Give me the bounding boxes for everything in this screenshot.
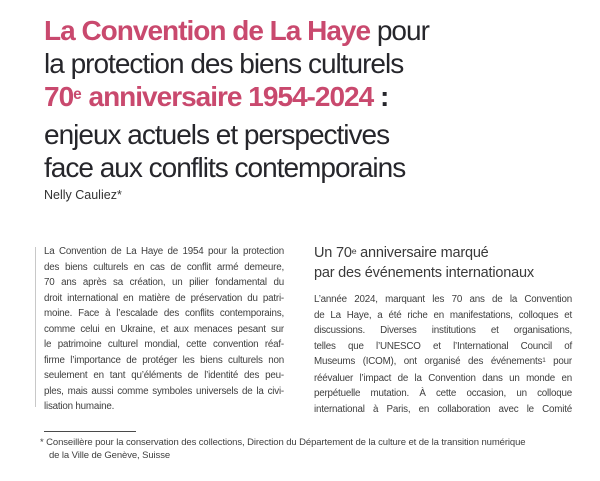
- abstract-line: 70 ans après sa création, un pilier fond…: [44, 277, 284, 288]
- abstract-line: seulement en tant qu’éléments de l’ident…: [44, 370, 284, 381]
- section-column: Un 70e anniversaire marqué par des événe…: [314, 244, 572, 417]
- body-line: telles que l’UNESCO et l’International C…: [314, 340, 572, 352]
- abstract-line: ples, mais aussi comme symboles universe…: [44, 385, 284, 397]
- footnote-line-2: de la Ville de Genève, Suisse: [49, 450, 171, 461]
- title-line-1: La Convention de La Haye pour: [44, 14, 584, 47]
- title-line-5: face aux conflits contemporains: [44, 152, 406, 183]
- abstract-line: moine. Face à l’escalade des conflits co…: [44, 308, 284, 319]
- body-columns: La Convention de La Haye de 1954 pour la…: [44, 244, 572, 417]
- body-line: réévaluer l’impact de la Convention dans…: [314, 372, 572, 384]
- body-line: discussions. Diverses institutions et or…: [314, 325, 572, 336]
- abstract-line: firme l’importance de protéger les biens…: [44, 354, 284, 366]
- article-title: La Convention de La Haye pour la protect…: [44, 14, 584, 184]
- footnote-marker: *: [40, 437, 44, 448]
- body-line-text: pour: [545, 356, 572, 367]
- section-body: L’année 2024, marquant les 70 ans de la …: [314, 292, 572, 417]
- abstract-line: comme celui en Ukraine, et aux menaces p…: [44, 323, 284, 335]
- body-line: Museums (ICOM), ont organisé des événeme…: [314, 354, 572, 371]
- footnote-text: Conseillère pour la conservation des col…: [43, 437, 526, 448]
- abstract-line: droit international en matière de préser…: [44, 292, 284, 304]
- section-heading: Un 70e anniversaire marqué par des événe…: [314, 244, 572, 283]
- heading-text: Un 70: [314, 245, 352, 261]
- abstract-line: des biens culturels en cas de conflit ar…: [44, 261, 284, 273]
- title-highlight-1: La Convention de La Haye: [44, 15, 371, 46]
- title-superscript-e: e: [73, 86, 82, 104]
- body-line: perpétuelle mutation. À cette occasion, …: [314, 388, 572, 399]
- title-anniversary-text: anniversaire 1954-2024: [81, 81, 374, 112]
- section-heading-line-2: par des événements internationaux: [314, 265, 534, 281]
- title-highlight-2: 70e anniversaire 1954-2024: [44, 81, 374, 112]
- section-heading-line-1: Un 70e anniversaire marqué: [314, 244, 572, 264]
- abstract-rule: [35, 247, 36, 407]
- title-line-2: la protection des biens culturels: [44, 48, 404, 79]
- abstract-line: lisation humaine.: [44, 401, 115, 412]
- abstract-line: le patrimoine culturel mondial, cette co…: [44, 339, 284, 350]
- title-anniversary-number: 70: [44, 81, 74, 112]
- title-line-4: enjeux actuels et perspectives: [44, 119, 390, 150]
- footnote-reference-1: 1: [542, 356, 546, 364]
- heading-text: anniversaire marqué: [356, 245, 489, 261]
- heading-superscript-e: e: [351, 245, 357, 256]
- footnote-divider: [44, 431, 136, 432]
- body-line: international à Paris, en collaboration …: [314, 403, 572, 415]
- title-line-1-rest: pour: [370, 15, 430, 46]
- body-line: de La Haye, a été riche en manifestation…: [314, 309, 572, 321]
- body-line: L’année 2024, marquant les 70 ans de la …: [314, 294, 572, 305]
- footnote: * Conseillère pour la conservation des c…: [40, 436, 592, 462]
- author-byline: Nelly Cauliez*: [44, 188, 122, 202]
- body-line-text: Museums (ICOM), ont organisé des événeme…: [314, 356, 543, 367]
- abstract-line: La Convention de La Haye de 1954 pour la…: [44, 246, 284, 257]
- title-line-3: 70e anniversaire 1954-2024 :: [44, 80, 584, 118]
- title-colon: :: [373, 81, 389, 112]
- footnote-line-1: * Conseillère pour la conservation des c…: [40, 436, 592, 449]
- abstract-column: La Convention de La Haye de 1954 pour la…: [44, 244, 284, 417]
